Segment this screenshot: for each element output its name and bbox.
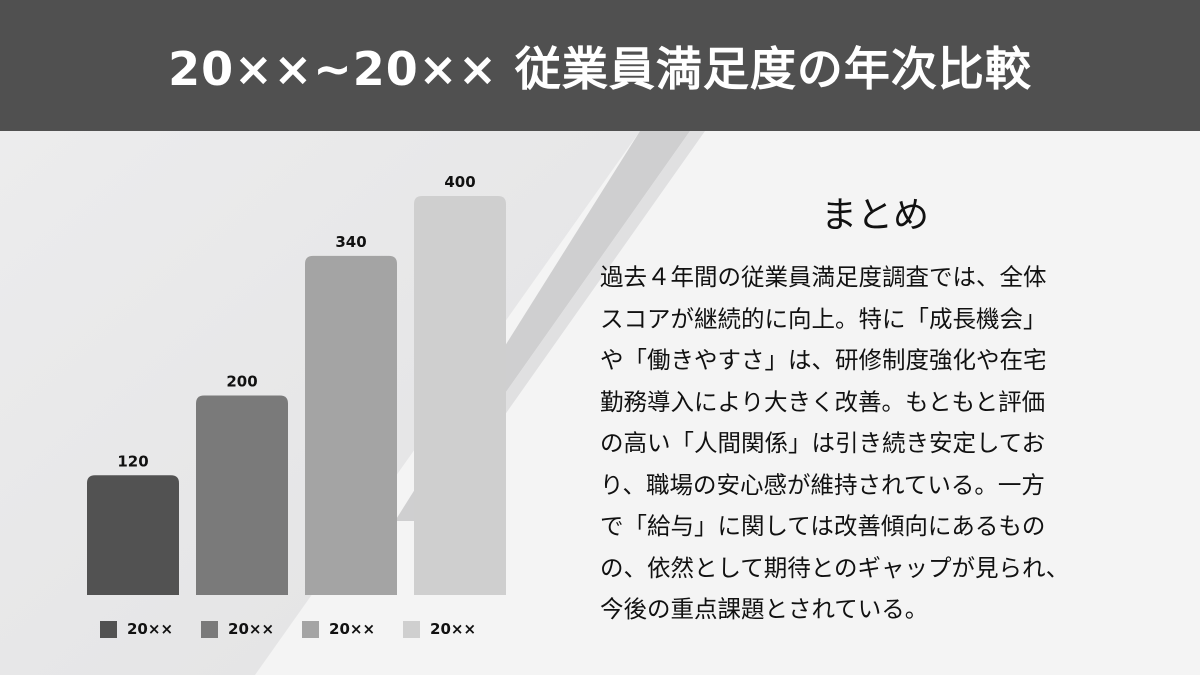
legend-item: 20××: [403, 620, 476, 638]
data-label: 200: [226, 373, 257, 391]
bar-1: [87, 475, 179, 595]
bar-2: [196, 395, 288, 595]
data-label: 340: [335, 233, 366, 251]
legend-item: 20××: [100, 620, 173, 638]
header: 20××~20×× 従業員満足度の年次比較: [0, 0, 1200, 131]
bar-4: [414, 196, 506, 595]
legend-label: 20××: [329, 620, 376, 638]
legend-swatch: [403, 620, 421, 638]
data-label: 120: [117, 452, 148, 470]
summary-title: まとめ: [820, 195, 929, 236]
summary-body: 過去４年間の従業員満足度調査では、全体 スコアが継続的に向上。特に「成長機会」 …: [600, 263, 1070, 623]
bar-3: [305, 255, 397, 595]
legend-swatch: [201, 620, 219, 638]
legend-label: 20××: [127, 620, 174, 638]
legend-item: 20××: [302, 620, 375, 638]
legend-label: 20××: [430, 620, 477, 638]
legend-item: 20××: [201, 620, 274, 638]
data-label: 400: [444, 173, 475, 191]
legend-swatch: [302, 620, 320, 638]
chart-legend: 20×× 20×× 20×× 20××: [100, 620, 476, 638]
legend-label: 20××: [228, 620, 275, 638]
page-title: 20××~20×× 従業員満足度の年次比較: [168, 41, 1032, 96]
legend-swatch: [100, 620, 117, 638]
bar-chart: 120 200 340 400: [87, 173, 506, 595]
